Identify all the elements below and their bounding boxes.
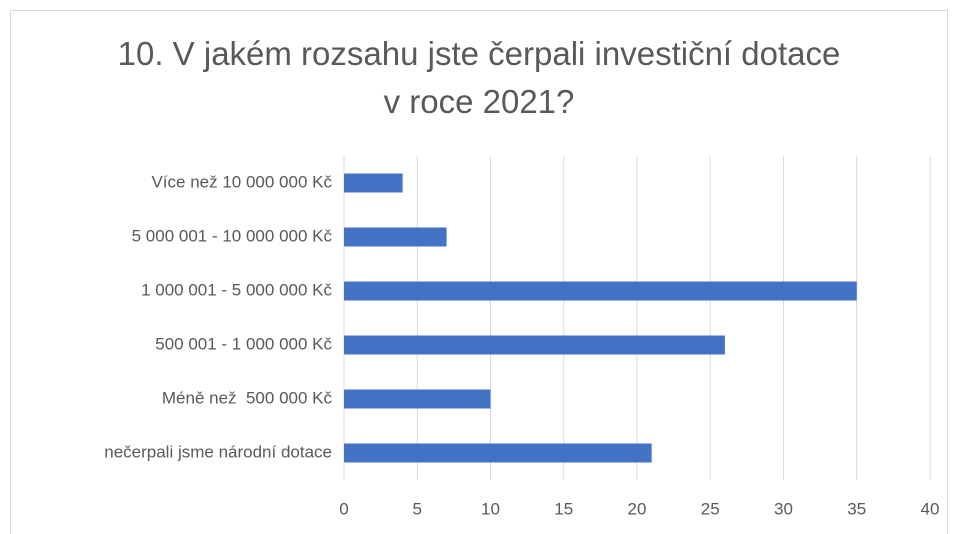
bar xyxy=(344,227,447,247)
bar xyxy=(344,173,403,193)
bar xyxy=(344,443,652,463)
x-tick-label: 15 xyxy=(554,499,573,518)
bar xyxy=(344,389,491,409)
x-tick-label: 35 xyxy=(847,499,866,518)
y-tick-label: 500 001 - 1 000 000 Kč xyxy=(155,334,332,353)
x-tick-label: 20 xyxy=(628,499,647,518)
y-tick-label: 1 000 001 - 5 000 000 Kč xyxy=(141,280,332,299)
x-tick-label: 30 xyxy=(774,499,793,518)
x-tick-label: 0 xyxy=(339,499,348,518)
bar xyxy=(344,281,857,301)
chart-title: 10. V jakém rozsahu jste čerpali investi… xyxy=(117,35,841,120)
y-tick-label: Více než 10 000 000 Kč xyxy=(151,172,332,191)
chart-border xyxy=(10,10,948,534)
x-tick-label: 40 xyxy=(921,499,940,518)
x-tick-label: 25 xyxy=(701,499,720,518)
y-tick-label: 5 000 001 - 10 000 000 Kč xyxy=(132,226,333,245)
x-tick-label: 5 xyxy=(413,499,422,518)
y-tick-label: Méně než 500 000 Kč xyxy=(162,388,333,407)
bar xyxy=(344,335,725,355)
x-tick-label: 10 xyxy=(481,499,500,518)
y-tick-label: nečerpali jsme národní dotace xyxy=(104,442,332,461)
